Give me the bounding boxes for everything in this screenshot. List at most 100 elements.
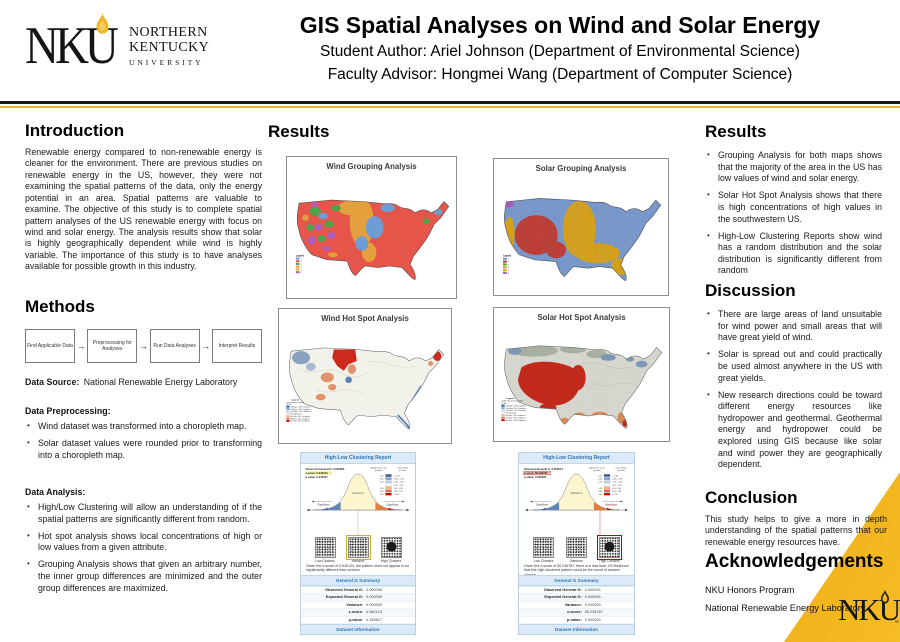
poster-title: GIS Spatial Analyses on Wind and Solar E…	[299, 12, 821, 38]
right-results-heading: Results	[705, 122, 767, 141]
conclusion-heading: Conclusion	[705, 488, 798, 507]
acknowledgements-heading: Acknowledgements	[705, 551, 884, 572]
svg-text:Legend: Legend	[503, 256, 512, 258]
map-legend: Legend usDNI_v3r2_Dissolved_HotS Gi_Bin …	[501, 398, 526, 422]
svg-text:0.01: 0.01	[598, 476, 602, 478]
table-row: Expected General G: 0.000006	[519, 594, 634, 602]
svg-text:Not Significant: Not Significant	[290, 413, 301, 416]
svg-text:(p-value): (p-value)	[375, 470, 383, 472]
report-title: High-Low Clustering Report	[519, 453, 634, 464]
svg-text:Significant: Significant	[605, 503, 617, 507]
bell-curve-figure: Observed General G: 0.000006 z-score: 0.…	[301, 464, 415, 536]
discussion-list: There are large areas of land unsuitable…	[705, 309, 882, 476]
svg-text:4: 4	[301, 267, 302, 269]
preprocessing-list: Wind dataset was transformed into a chor…	[25, 421, 262, 467]
flow-arrow-icon	[77, 341, 86, 351]
svg-text:6: 6	[301, 272, 302, 274]
summary-table: Observed General G: 0.000014 Expected Gen…	[519, 586, 634, 624]
svg-text:z-score: 59.236787: z-score: 59.236787	[524, 471, 548, 475]
svg-text:usDNI_v3r2_Dissolved_HotS: usDNI_v3r2_Dissolved_HotS	[501, 400, 523, 403]
table-row: Expected General G: 0.000006	[301, 594, 415, 602]
thumbnail-label: Low Clusters	[315, 559, 335, 563]
bell-curve-figure: Observed General G: 0.000014 z-score: 59…	[519, 464, 634, 536]
svg-text:Legend: Legend	[296, 255, 305, 257]
high-clusters-thumbnail	[380, 537, 402, 558]
nku-logo: NKU NORTHERN KENTUCKY UNIVERSITY	[25, 12, 255, 84]
list-item: Grouping Analysis shows that given an ar…	[25, 559, 262, 594]
report-caption: Given the z-score of 0.940124, the patte…	[306, 564, 410, 573]
svg-text:Significant: Significant	[318, 503, 330, 507]
high-clusters-thumbnail	[597, 535, 622, 560]
flame-icon	[881, 589, 889, 604]
svg-text:Legend: Legend	[506, 398, 514, 400]
logo-name-line3: UNIVERSITY	[129, 57, 204, 67]
poster-advisor: Faculty Advisor: Hongmei Wang (Departmen…	[327, 65, 793, 83]
svg-text:1.65 - 1.96: 1.65 - 1.96	[612, 488, 621, 490]
ack-item: National Renewable Energy Laboratory	[705, 603, 866, 613]
dataset-heading: Dataset Information	[301, 623, 415, 634]
thumbnail-label: Random	[351, 559, 365, 563]
flow-arrow-icon	[139, 341, 148, 351]
nku-logo-wordmark: NORTHERN KENTUCKY UNIVERSITY	[129, 25, 210, 67]
solar-grouping-map: Legend 1 2 3 4 5 6	[502, 198, 662, 282]
map-legend: Legend 1 2 3 4 5 6	[502, 256, 512, 275]
center-results-heading: Results	[268, 122, 330, 141]
svg-text:0.05: 0.05	[380, 491, 384, 493]
svg-text:Significance Level: Significance Level	[589, 468, 605, 470]
svg-text:Cold Spot - 99% Confidence: Cold Spot - 99% Confidence	[506, 404, 527, 407]
summary-heading: General G Summary	[301, 575, 415, 586]
svg-text:Cold Spot - 99% Confidence: Cold Spot - 99% Confidence	[290, 405, 311, 408]
distribution-legend: 0.01 < -2.58 0.05 -2.58 - -1.96 0.10 -1.96 …	[380, 474, 404, 496]
analysis-list: High/Low Clustering will allow an unders…	[25, 502, 262, 600]
svg-text:Critical Value: Critical Value	[397, 467, 408, 470]
cluster-thumbnails: Low Clusters Random High Clusters	[301, 535, 415, 563]
cluster-thumbnails: Low Clusters Random High Clusters	[519, 535, 634, 563]
discussion-heading: Discussion	[705, 281, 796, 300]
svg-text:0.01: 0.01	[380, 494, 384, 496]
header-divider-black	[0, 101, 900, 104]
svg-text:4: 4	[508, 267, 509, 269]
svg-text:0.10: 0.10	[380, 488, 384, 490]
svg-text:3: 3	[301, 264, 302, 266]
svg-text:Hot Spot - 95% Confidence: Hot Spot - 95% Confidence	[290, 417, 310, 420]
svg-text:-1.65 - 1.65: -1.65 - 1.65	[612, 485, 622, 487]
svg-text:Legend: Legend	[291, 399, 299, 401]
thumbnail-label: Low Clusters	[533, 559, 554, 563]
list-item: High/Low Clustering will allow an unders…	[25, 502, 262, 525]
svg-text:0.10: 0.10	[380, 482, 384, 484]
thumbnail-label: Random	[570, 559, 583, 563]
svg-text:0.05: 0.05	[380, 479, 384, 481]
svg-text:Cold Spot - 95% Confidence: Cold Spot - 95% Confidence	[506, 407, 527, 410]
svg-text:-1.96 - -1.65: -1.96 - -1.65	[612, 482, 622, 484]
svg-text:0.01: 0.01	[598, 494, 602, 496]
wind-grouping-map: Legend 1 2 3 4 5 6	[295, 199, 450, 281]
list-item: New research directions could be toward …	[705, 390, 882, 471]
svg-text:Critical Value: Critical Value	[616, 467, 627, 470]
map-title: Solar Hot Spot Analysis	[537, 313, 626, 322]
table-row: z-score: 0.940124	[301, 609, 415, 617]
preprocessing-heading: Data Preprocessing:	[25, 406, 111, 416]
svg-text:Hot Spot - 99% Confidence: Hot Spot - 99% Confidence	[290, 420, 310, 423]
svg-text:0.05: 0.05	[598, 479, 602, 481]
svg-text:Hot Spot - 99% Confidence: Hot Spot - 99% Confidence	[506, 419, 526, 422]
svg-text:1.65 - 1.96: 1.65 - 1.96	[394, 488, 403, 490]
svg-text:z-score: 0.940124: z-score: 0.940124	[306, 471, 329, 475]
flow-arrow-icon	[201, 341, 210, 351]
svg-text:Observed General G: 0.000014: Observed General G: 0.000014	[524, 467, 563, 471]
methods-flowchart: Find Applicable Data Preprocessing for A…	[25, 329, 262, 363]
table-row: Observed General G: 0.000014	[519, 587, 634, 595]
poster-author: Student Author: Ariel Johnson (Departmen…	[320, 42, 800, 60]
svg-text:0.05: 0.05	[598, 491, 602, 493]
flow-step-2: Preprocessing for Analyses	[87, 329, 138, 363]
list-item: High-Low Clustering Reports show wind ha…	[705, 231, 882, 277]
header-title-block: GIS Spatial Analyses on Wind and Solar E…	[250, 12, 870, 85]
svg-text:wind_interface_HotSpots: wind_interface_HotSpots	[286, 401, 304, 404]
solar-hotspot-panel: Solar Hot Spot Analysis Legend usDNI_v3r…	[493, 307, 670, 442]
svg-text:(p-value): (p-value)	[593, 470, 601, 472]
distribution-legend: 0.01 < -2.58 0.05 -2.58 - -1.96 0.10 -1.96 …	[598, 474, 622, 496]
svg-text:-2.58 - -1.96: -2.58 - -1.96	[612, 479, 622, 481]
svg-text:(z-score): (z-score)	[399, 469, 407, 472]
logo-name-line2: KENTUCKY	[129, 39, 210, 55]
svg-text:1: 1	[301, 258, 302, 260]
report-caption: Given the z-score of 59.236787, there is…	[524, 564, 629, 575]
